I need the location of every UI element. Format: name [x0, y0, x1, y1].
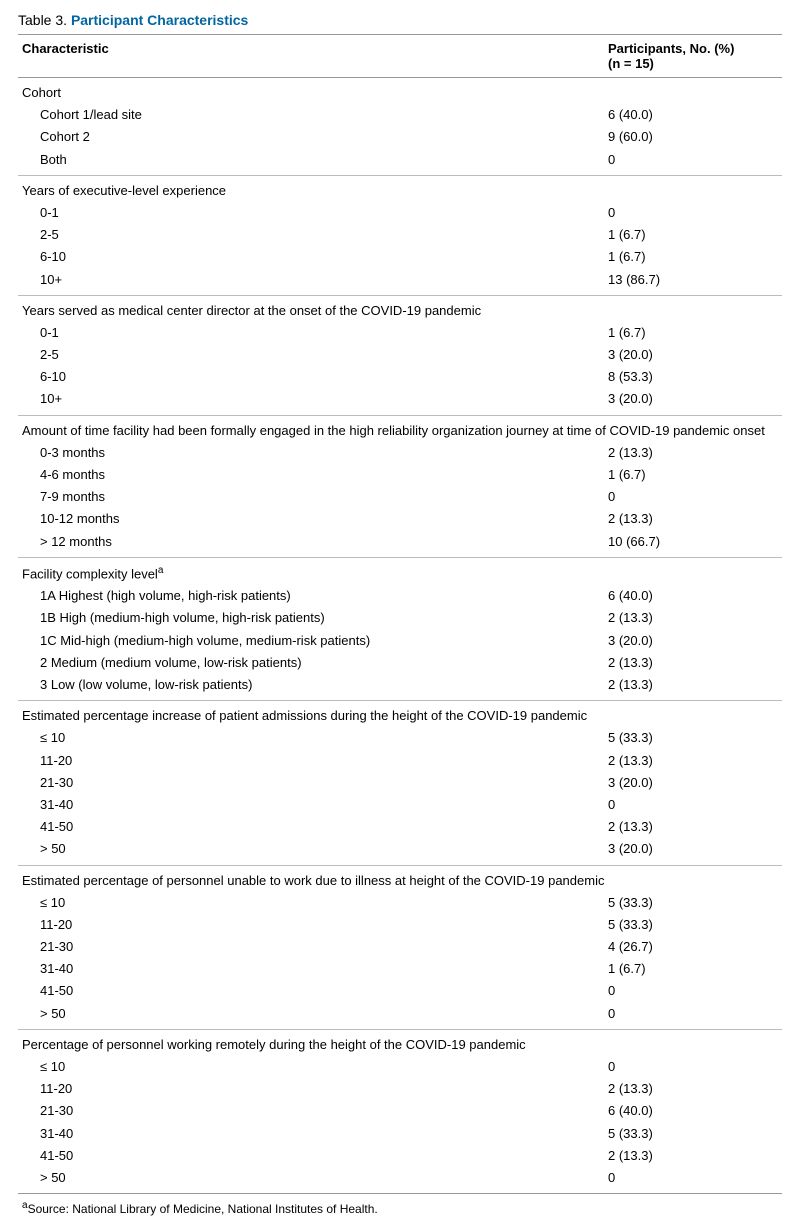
row-label: 41-50: [18, 980, 604, 1002]
row-label: 10+: [18, 388, 604, 415]
header-characteristic: Characteristic: [18, 35, 604, 78]
table-label: Table 3.: [18, 12, 67, 28]
row-value: 0: [604, 149, 782, 176]
row-label: Cohort 1/lead site: [18, 104, 604, 126]
row-label: > 50: [18, 1167, 604, 1194]
row-value: 13 (86.7): [604, 269, 782, 296]
group-label: Facility complexity levela: [18, 557, 782, 585]
row-value: 0: [604, 1056, 782, 1078]
row-label: 1A Highest (high volume, high-risk patie…: [18, 585, 604, 607]
row-value: 0: [604, 1167, 782, 1194]
row-value: 6 (40.0): [604, 104, 782, 126]
row-value: 1 (6.7): [604, 958, 782, 980]
row-label: 1B High (medium-high volume, high-risk p…: [18, 607, 604, 629]
row-value: 3 (20.0): [604, 388, 782, 415]
row-label: 10-12 months: [18, 508, 604, 530]
row-value: 8 (53.3): [604, 366, 782, 388]
row-label: 11-20: [18, 914, 604, 936]
row-label: 1C Mid-high (medium-high volume, medium-…: [18, 630, 604, 652]
group-label: Estimated percentage of personnel unable…: [18, 865, 782, 892]
row-label: 31-40: [18, 794, 604, 816]
row-value: 3 (20.0): [604, 344, 782, 366]
row-label: > 50: [18, 838, 604, 865]
row-value: 0: [604, 202, 782, 224]
row-label: 6-10: [18, 246, 604, 268]
group-label: Estimated percentage increase of patient…: [18, 701, 782, 728]
row-label: 21-30: [18, 936, 604, 958]
header-participants: Participants, No. (%) (n = 15): [604, 35, 782, 78]
row-value: 2 (13.3): [604, 1145, 782, 1167]
row-label: Cohort 2: [18, 126, 604, 148]
table-caption: Table 3. Participant Characteristics: [18, 12, 782, 28]
row-label: ≤ 10: [18, 727, 604, 749]
row-label: 7-9 months: [18, 486, 604, 508]
group-label: Years of executive-level experience: [18, 175, 782, 202]
row-label: 41-50: [18, 816, 604, 838]
row-value: 2 (13.3): [604, 674, 782, 701]
row-value: 2 (13.3): [604, 652, 782, 674]
row-value: 1 (6.7): [604, 322, 782, 344]
row-label: 0-1: [18, 322, 604, 344]
row-label: 0-1: [18, 202, 604, 224]
row-value: 5 (33.3): [604, 1123, 782, 1145]
row-value: 2 (13.3): [604, 1078, 782, 1100]
row-value: 5 (33.3): [604, 892, 782, 914]
row-value: 3 (20.0): [604, 630, 782, 652]
row-value: 0: [604, 1003, 782, 1030]
row-label: > 12 months: [18, 531, 604, 558]
row-label: 31-40: [18, 958, 604, 980]
row-label: > 50: [18, 1003, 604, 1030]
group-label: Cohort: [18, 78, 782, 105]
row-value: 2 (13.3): [604, 508, 782, 530]
row-label: 3 Low (low volume, low-risk patients): [18, 674, 604, 701]
row-value: 2 (13.3): [604, 607, 782, 629]
row-label: 2-5: [18, 224, 604, 246]
row-label: 6-10: [18, 366, 604, 388]
row-label: 31-40: [18, 1123, 604, 1145]
row-value: 3 (20.0): [604, 772, 782, 794]
row-value: 0: [604, 794, 782, 816]
row-value: 5 (33.3): [604, 914, 782, 936]
row-value: 1 (6.7): [604, 246, 782, 268]
row-value: 2 (13.3): [604, 750, 782, 772]
row-label: 10+: [18, 269, 604, 296]
row-value: 9 (60.0): [604, 126, 782, 148]
row-label: 2-5: [18, 344, 604, 366]
row-value: 2 (13.3): [604, 816, 782, 838]
row-label: 11-20: [18, 1078, 604, 1100]
group-label: Amount of time facility had been formall…: [18, 415, 782, 442]
characteristics-table: Characteristic Participants, No. (%) (n …: [18, 34, 782, 1216]
group-label: Years served as medical center director …: [18, 295, 782, 322]
row-label: ≤ 10: [18, 892, 604, 914]
row-value: 5 (33.3): [604, 727, 782, 749]
group-label: Percentage of personnel working remotely…: [18, 1029, 782, 1056]
row-value: 6 (40.0): [604, 585, 782, 607]
row-label: 21-30: [18, 1100, 604, 1122]
row-label: 21-30: [18, 772, 604, 794]
row-value: 2 (13.3): [604, 442, 782, 464]
row-label: 11-20: [18, 750, 604, 772]
row-value: 1 (6.7): [604, 464, 782, 486]
row-value: 0: [604, 980, 782, 1002]
row-label: 4-6 months: [18, 464, 604, 486]
row-label: 0-3 months: [18, 442, 604, 464]
row-label: 41-50: [18, 1145, 604, 1167]
footnote: aSource: National Library of Medicine, N…: [18, 1194, 782, 1217]
row-value: 1 (6.7): [604, 224, 782, 246]
row-value: 0: [604, 486, 782, 508]
table-title: Participant Characteristics: [71, 12, 248, 28]
row-value: 6 (40.0): [604, 1100, 782, 1122]
row-label: Both: [18, 149, 604, 176]
row-value: 4 (26.7): [604, 936, 782, 958]
row-label: ≤ 10: [18, 1056, 604, 1078]
row-label: 2 Medium (medium volume, low-risk patien…: [18, 652, 604, 674]
row-value: 10 (66.7): [604, 531, 782, 558]
row-value: 3 (20.0): [604, 838, 782, 865]
